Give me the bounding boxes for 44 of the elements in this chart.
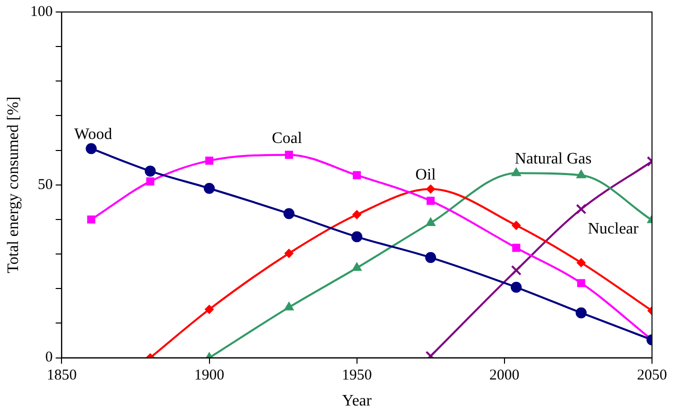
point xyxy=(426,196,435,205)
point xyxy=(510,265,522,276)
point xyxy=(284,150,293,159)
x-tick-label: 1950 xyxy=(342,368,372,384)
point xyxy=(204,304,214,314)
x-tick-label: 1850 xyxy=(46,368,77,384)
point xyxy=(86,143,97,154)
point xyxy=(352,262,362,271)
x-axis-title: Year xyxy=(342,392,372,410)
x-tick-label: 2050 xyxy=(637,368,667,384)
point xyxy=(576,204,586,214)
point xyxy=(577,279,586,288)
y-tick-label: 50 xyxy=(38,176,53,193)
x-tick-label: 1900 xyxy=(194,368,224,384)
point xyxy=(511,168,522,176)
series-label: Nuclear xyxy=(588,220,640,238)
y-tick-label: 0 xyxy=(45,350,53,366)
y-tick-label: 100 xyxy=(30,4,53,20)
series-label: Natural Gas xyxy=(514,150,592,168)
point xyxy=(144,166,156,177)
point xyxy=(146,177,154,186)
y-axis-title: Total energy consumed [%] xyxy=(4,96,22,274)
point xyxy=(512,244,520,252)
series-label: Oil xyxy=(415,166,436,184)
point xyxy=(87,215,96,224)
point xyxy=(283,208,294,220)
series-label: Coal xyxy=(272,130,303,148)
point xyxy=(204,182,215,194)
point xyxy=(576,307,587,318)
point xyxy=(576,170,586,178)
point xyxy=(284,248,294,258)
point xyxy=(512,220,521,230)
point xyxy=(205,156,214,165)
point xyxy=(576,258,586,268)
series-label: Wood xyxy=(74,126,112,143)
point xyxy=(352,171,361,180)
point xyxy=(351,231,362,242)
point xyxy=(352,210,362,220)
x-tick-label: 2000 xyxy=(489,368,520,384)
point xyxy=(425,252,436,264)
point xyxy=(426,217,436,226)
point xyxy=(284,302,294,310)
point xyxy=(426,184,436,194)
point xyxy=(510,282,522,293)
